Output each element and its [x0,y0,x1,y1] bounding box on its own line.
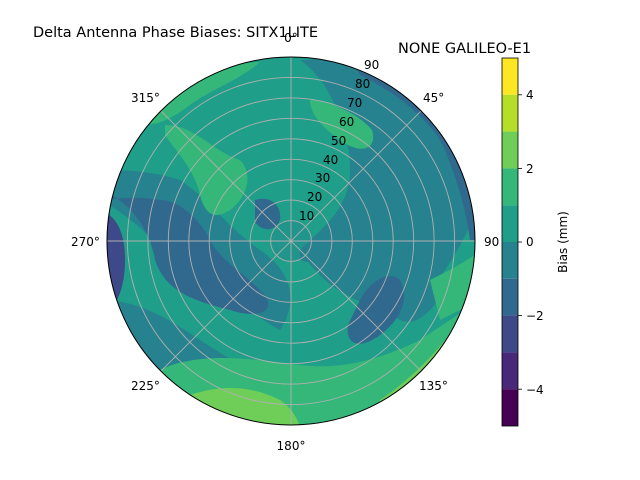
colorbar-tick-4: 4 [526,88,534,102]
theta-label-0: 0° [284,31,298,45]
chart-title: Delta Antenna Phase Biases: SITX1LITE NO… [0,9,640,57]
theta-tick-labels: 0° 45° 90 135° 180° 225° 270° 315° [71,31,499,453]
chart-title-left: Delta Antenna Phase Biases: SITX1LITE [33,25,319,41]
colorbar-tick-0: 0 [526,235,534,249]
theta-label-180: 180° [277,439,306,453]
r-label-50: 50 [331,134,346,148]
r-tick-labels: 10 20 30 40 50 60 70 80 90 [299,58,379,223]
polar-frame [106,56,476,426]
r-label-80: 80 [355,77,370,91]
colorbar-tick-neg4: −4 [526,383,544,397]
r-label-90: 90 [364,58,379,72]
colorbar: 4 2 0 −2 −4 Bias (mm) [501,57,570,427]
theta-label-225: 225° [131,379,160,393]
r-label-70: 70 [347,96,362,110]
r-label-60: 60 [339,115,354,129]
r-label-40: 40 [323,153,338,167]
theta-label-135: 135° [419,379,448,393]
colorbar-tick-2: 2 [526,162,534,176]
r-label-10: 10 [299,209,314,223]
r-label-30: 30 [315,171,330,185]
r-label-20: 20 [307,190,322,204]
theta-label-45: 45° [423,91,444,105]
colorbar-label: Bias (mm) [556,211,570,273]
theta-label-270: 270° [71,235,100,249]
colorbar-tick-neg2: −2 [526,309,544,323]
polar-grid [107,57,475,425]
chart-title-right: NONE GALILEO-E1 [398,41,532,57]
theta-label-90: 90 [484,235,499,249]
theta-label-315: 315° [131,91,160,105]
